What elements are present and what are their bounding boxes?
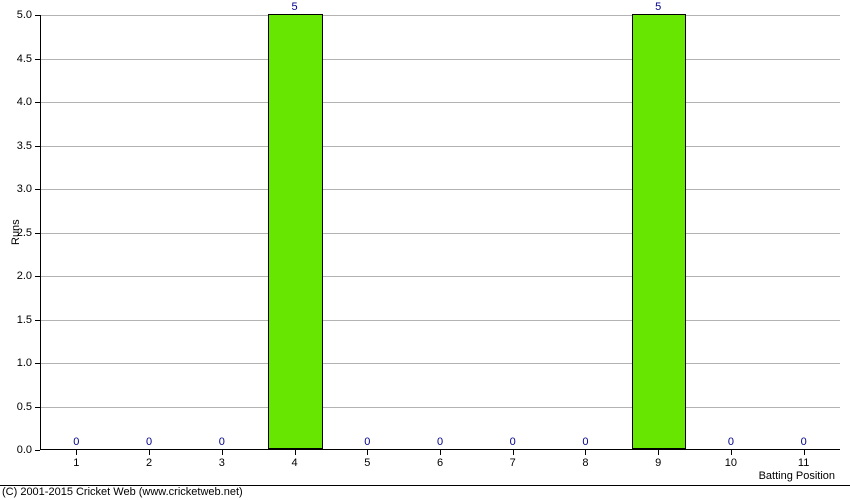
y-tick-label: 4.0	[0, 96, 32, 108]
gridline	[41, 407, 840, 408]
footer-text: (C) 2001-2015 Cricket Web (www.cricketwe…	[2, 486, 243, 498]
y-tick-label: 1.0	[0, 357, 32, 369]
bar-value-label: 0	[73, 436, 79, 448]
x-tick-label: 5	[364, 457, 370, 469]
bar-value-label: 5	[291, 1, 297, 13]
y-tick-label: 2.0	[0, 270, 32, 282]
gridline	[41, 276, 840, 277]
y-tick-mark	[35, 450, 40, 451]
gridline	[41, 59, 840, 60]
y-tick-label: 3.0	[0, 183, 32, 195]
x-tick-label: 2	[146, 457, 152, 469]
plot-area	[40, 15, 840, 450]
x-tick-label: 3	[219, 457, 225, 469]
x-tick-label: 4	[291, 457, 297, 469]
x-tick-label: 7	[510, 457, 516, 469]
x-tick-mark	[658, 450, 659, 455]
y-tick-mark	[35, 233, 40, 234]
y-tick-label: 1.5	[0, 314, 32, 326]
gridline	[41, 15, 840, 16]
bar-value-label: 0	[364, 436, 370, 448]
y-tick-mark	[35, 102, 40, 103]
bar-value-label: 0	[801, 436, 807, 448]
y-tick-mark	[35, 407, 40, 408]
chart-container: 0.00.51.01.52.02.53.03.54.04.55.0 123456…	[0, 0, 850, 500]
x-tick-mark	[731, 450, 732, 455]
bar-value-label: 0	[510, 436, 516, 448]
bar	[268, 14, 323, 449]
x-tick-label: 11	[798, 457, 809, 469]
x-tick-mark	[367, 450, 368, 455]
y-tick-mark	[35, 146, 40, 147]
x-tick-label: 10	[725, 457, 737, 469]
bar-value-label: 0	[146, 436, 152, 448]
x-tick-mark	[585, 450, 586, 455]
y-tick-mark	[35, 59, 40, 60]
x-tick-label: 1	[73, 457, 79, 469]
gridline	[41, 102, 840, 103]
y-tick-mark	[35, 363, 40, 364]
x-tick-mark	[295, 450, 296, 455]
bar	[632, 14, 687, 449]
y-tick-mark	[35, 15, 40, 16]
y-tick-label: 0.5	[0, 401, 32, 413]
x-tick-mark	[804, 450, 805, 455]
bar-value-label: 0	[582, 436, 588, 448]
y-tick-mark	[35, 276, 40, 277]
gridline	[41, 189, 840, 190]
x-tick-mark	[440, 450, 441, 455]
gridline	[41, 146, 840, 147]
y-tick-mark	[35, 320, 40, 321]
x-tick-label: 6	[437, 457, 443, 469]
bar-value-label: 0	[728, 436, 734, 448]
y-tick-label: 3.5	[0, 140, 32, 152]
x-tick-mark	[76, 450, 77, 455]
gridline	[41, 363, 840, 364]
y-tick-label: 4.5	[0, 53, 32, 65]
bar-value-label: 5	[655, 1, 661, 13]
x-tick-label: 9	[655, 457, 661, 469]
y-tick-label: 0.0	[0, 444, 32, 456]
x-tick-mark	[149, 450, 150, 455]
x-tick-label: 8	[582, 457, 588, 469]
bar-value-label: 0	[437, 436, 443, 448]
x-tick-mark	[222, 450, 223, 455]
y-tick-label: 5.0	[0, 9, 32, 21]
x-tick-mark	[513, 450, 514, 455]
y-tick-mark	[35, 189, 40, 190]
gridline	[41, 320, 840, 321]
y-axis-title: Runs	[10, 219, 22, 245]
gridline	[41, 233, 840, 234]
bar-value-label: 0	[219, 436, 225, 448]
x-axis-title: Batting Position	[759, 470, 835, 482]
